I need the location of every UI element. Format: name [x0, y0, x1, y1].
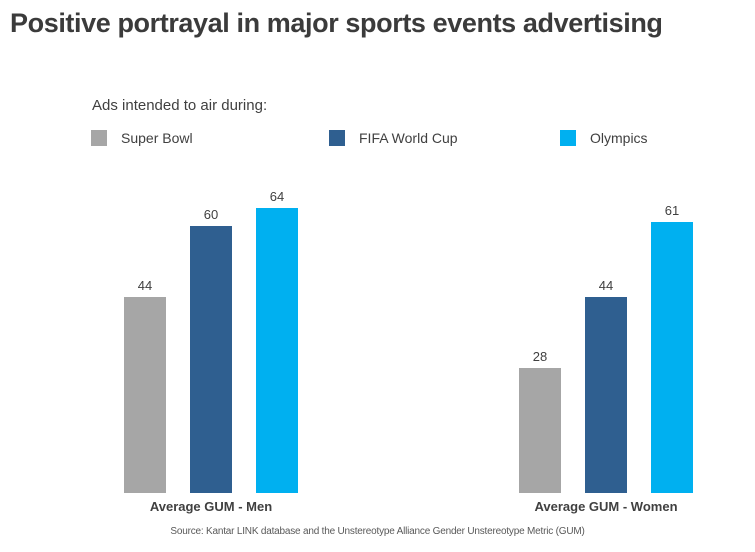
bar-value-label: 44: [598, 278, 614, 293]
bar-group-item: 44: [124, 278, 166, 493]
bar-group-item: 28: [519, 349, 561, 493]
category-label-men: Average GUM - Men: [149, 499, 273, 514]
bar-value-label: 60: [203, 207, 219, 222]
legend-item-fifa-world-cup: FIFA World Cup: [329, 130, 458, 146]
bar-olympics: [256, 208, 298, 493]
olympics-swatch-icon: [560, 130, 576, 146]
category-label-women: Average GUM - Women: [534, 499, 678, 514]
bar-super-bowl: [519, 368, 561, 493]
bar-value-label: 44: [137, 278, 153, 293]
fifa-world-cup-swatch-icon: [329, 130, 345, 146]
legend-label: Olympics: [590, 130, 648, 146]
chart-title: Positive portrayal in major sports event…: [10, 8, 663, 38]
bar-fifa-world-cup: [585, 297, 627, 493]
source-attribution: Source: Kantar LINK database and the Uns…: [170, 526, 585, 537]
bar-group-item: 44: [585, 278, 627, 493]
bar-olympics: [651, 222, 693, 493]
legend-label: Super Bowl: [121, 130, 193, 146]
bar-value-label: 64: [269, 189, 285, 204]
bar-group-item: 64: [256, 189, 298, 493]
bar-group-men: 44 60 64: [124, 189, 298, 493]
bar-super-bowl: [124, 297, 166, 493]
super-bowl-swatch-icon: [91, 130, 107, 146]
bar-group-item: 61: [651, 203, 693, 493]
legend-intro: Ads intended to air during:: [92, 97, 268, 114]
bar-value-label: 61: [664, 203, 680, 218]
bar-fifa-world-cup: [190, 226, 232, 493]
bar-group-item: 60: [190, 207, 232, 493]
bar-chart-plot: 44 60 64 28 44 61: [124, 189, 693, 493]
bar-value-label: 28: [532, 349, 548, 364]
bar-group-women: 28 44 61: [519, 203, 693, 493]
legend-item-olympics: Olympics: [560, 130, 648, 146]
legend-label: FIFA World Cup: [359, 130, 458, 146]
legend-item-super-bowl: Super Bowl: [91, 130, 193, 146]
